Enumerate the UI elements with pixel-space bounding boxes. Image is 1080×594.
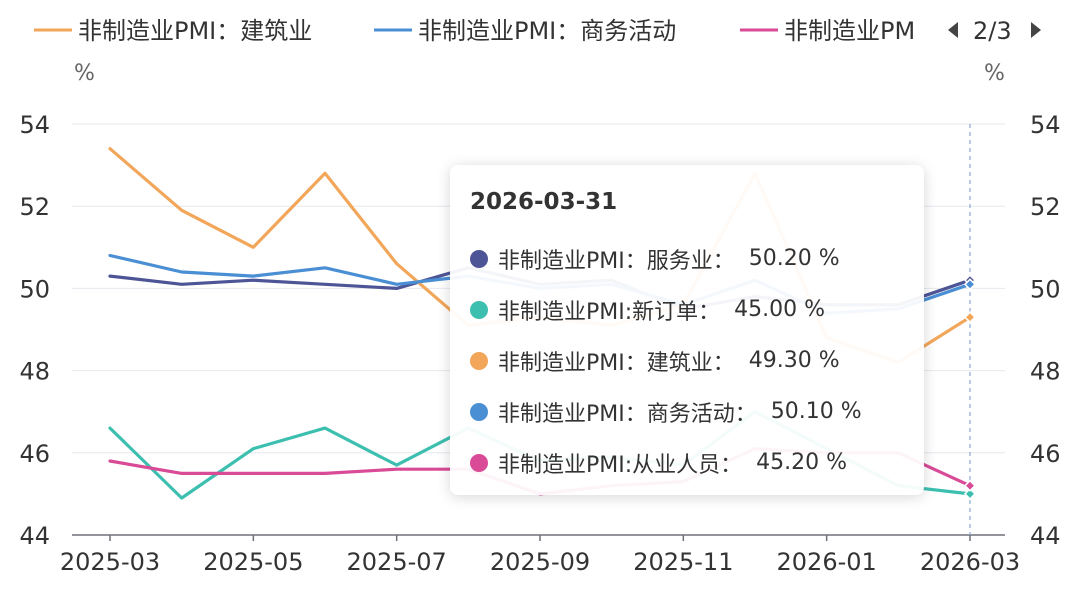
y-tick-right-48: 48 [1030, 358, 1061, 386]
legend-label-business: 非制造业PMI：商务活动 [418, 17, 676, 45]
x-tick-2026-03: 2026-03 [920, 548, 1020, 576]
y-axis-left: 44 46 48 50 52 54 [19, 111, 50, 550]
tooltip-value-business: 50.10 % [770, 399, 862, 424]
legend-item-construction[interactable]: 非制造业PMI：建筑业 [34, 17, 312, 45]
x-tick-2025-03: 2025-03 [60, 548, 160, 576]
y-tick-right-46: 46 [1030, 440, 1061, 468]
x-tick-2025-07: 2025-07 [347, 548, 447, 576]
legend-pager: 2/3 [973, 17, 1012, 45]
y-tick-right-52: 52 [1030, 193, 1061, 221]
tooltip: 2026-03-31 非制造业PMI：服务业： 50.20 % 非制造业PMI:… [450, 165, 924, 495]
tooltip-value-construction: 49.30 % [748, 348, 840, 373]
tooltip-name-construction: 非制造业PMI：建筑业： [498, 350, 735, 376]
legend-item-business[interactable]: 非制造业PMI：商务活动 [374, 17, 676, 45]
y-tick-right-54: 54 [1030, 111, 1061, 139]
tooltip-name-new-orders: 非制造业PMI:新订单： [498, 299, 721, 325]
highlight-point-construction [963, 311, 977, 324]
tooltip-dot-services [470, 249, 488, 268]
tooltip-value-employment: 45.20 % [756, 450, 848, 475]
y-tick-left-52: 52 [19, 193, 50, 221]
tooltip-value-new-orders: 45.00 % [734, 297, 826, 322]
y-axis-right: 44 46 48 50 52 54 [1030, 111, 1061, 550]
x-tick-2025-09: 2025-09 [490, 548, 590, 576]
x-tick-2025-05: 2025-05 [203, 548, 303, 576]
tooltip-dot-business [470, 402, 488, 421]
highlight-point-new-orders [963, 487, 977, 500]
legend-label-employment: 非制造业PM [784, 17, 915, 45]
tooltip-row-new-orders: 非制造业PMI:新订单： 45.00 % [470, 284, 924, 335]
tooltip-value-services: 50.20 % [748, 246, 840, 271]
tooltip-row-employment: 非制造业PMI:从业人员： 45.20 % [470, 437, 924, 488]
y-tick-left-50: 50 [19, 275, 50, 303]
tooltip-row-construction: 非制造业PMI：建筑业： 49.30 % [470, 335, 924, 386]
highlight-point-business [963, 278, 977, 291]
x-axis: 2025-03 2025-05 2025-07 2025-09 2025-11 2026-… [60, 535, 1020, 576]
tooltip-dot-employment [470, 453, 488, 472]
x-tick-2026-01: 2026-01 [777, 548, 877, 576]
tooltip-name-employment: 非制造业PMI:从业人员： [498, 452, 743, 478]
y-tick-left-54: 54 [19, 111, 50, 139]
y-tick-left-48: 48 [19, 358, 50, 386]
tooltip-dot-construction [470, 351, 488, 370]
tooltip-row-services: 非制造业PMI：服务业： 50.20 % [470, 233, 924, 284]
highlight-markers [963, 274, 977, 500]
tooltip-date: 2026-03-31 [470, 189, 618, 215]
highlight-point-employment [963, 479, 977, 492]
y-tick-left-44: 44 [19, 522, 50, 550]
tooltip-row-business: 非制造业PMI：商务活动： 50.10 % [470, 386, 924, 437]
legend-item-employment[interactable]: 非制造业PM [740, 17, 915, 45]
legend-label-construction: 非制造业PMI：建筑业 [78, 17, 312, 45]
y-tick-right-50: 50 [1030, 275, 1061, 303]
right-axis-unit: % [984, 61, 1005, 86]
legend: 非制造业PMI：建筑业 非制造业PMI：商务活动 非制造业PM 2/3 [34, 17, 1041, 45]
left-axis-unit: % [74, 61, 95, 86]
tooltip-dot-new-orders [470, 300, 488, 319]
x-tick-2025-11: 2025-11 [633, 548, 733, 576]
legend-next-icon[interactable] [1031, 22, 1041, 38]
y-tick-left-46: 46 [19, 440, 50, 468]
tooltip-name-services: 非制造业PMI：服务业： [498, 248, 735, 274]
tooltip-name-business: 非制造业PMI：商务活动： [498, 401, 757, 427]
y-tick-right-44: 44 [1030, 522, 1061, 550]
legend-prev-icon[interactable] [948, 22, 958, 38]
